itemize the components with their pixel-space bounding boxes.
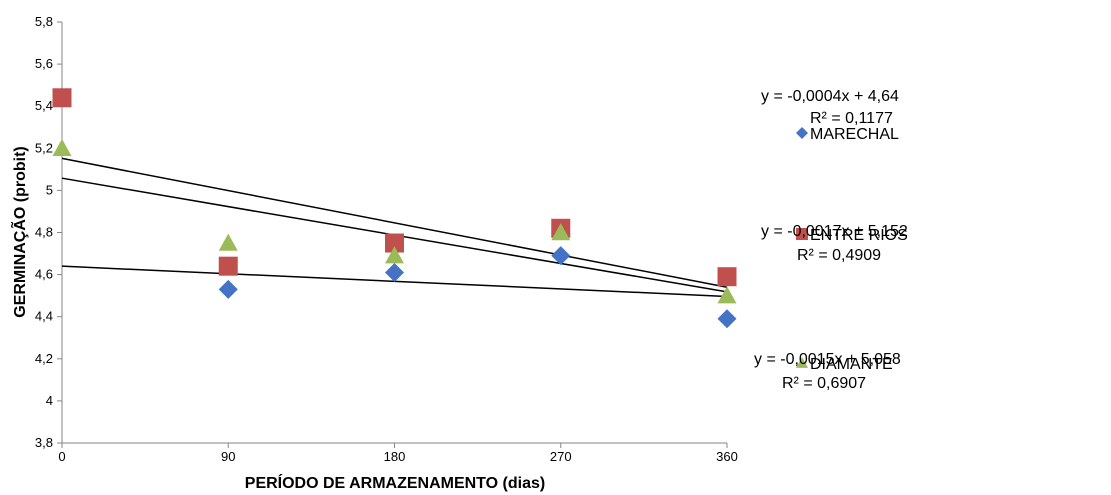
data-point xyxy=(52,138,72,156)
trendline-r2: R² = 0,1177 xyxy=(810,110,893,127)
data-point xyxy=(218,279,238,299)
y-tick-label: 5 xyxy=(46,182,53,197)
data-point xyxy=(385,246,404,264)
x-axis-ticks: 0 90 180 270 360 xyxy=(58,443,738,464)
data-point xyxy=(218,233,238,251)
y-tick-label: 5,4 xyxy=(35,98,53,113)
x-tick-label: 360 xyxy=(716,449,738,464)
legend-label: MARECHAL xyxy=(810,126,899,143)
y-tick-label: 4,4 xyxy=(35,309,53,324)
y-tick-label: 5,8 xyxy=(35,14,53,29)
legend-marker xyxy=(796,357,808,368)
data-point xyxy=(551,223,571,241)
trendline-equations: y = -0,0004x + 4,64 R² = 0,1177 y = -0,001… xyxy=(754,88,908,392)
y-axis-ticks: 3,8 4 4,2 4,4 4,6 4,8 5 5,2 5,4 5,6 5,8 xyxy=(35,14,62,450)
data-point xyxy=(551,246,571,266)
x-tick-label: 0 xyxy=(58,449,65,464)
y-tick-label: 4 xyxy=(46,393,53,408)
trendline-r2: R² = 0,6907 xyxy=(782,375,866,392)
y-tick-label: 4,8 xyxy=(35,225,53,240)
y-tick-label: 5,2 xyxy=(35,140,53,155)
data-point xyxy=(218,256,238,276)
data-point xyxy=(717,309,737,329)
trendline xyxy=(61,157,728,288)
y-axis-title: GERMINAÇÃO (probit) xyxy=(9,146,29,318)
y-tick-label: 5,6 xyxy=(35,56,53,71)
data-points xyxy=(52,88,737,329)
x-axis-title: PERÍODO DE ARMAZENAMENTO (dias) xyxy=(245,473,545,492)
y-tick-label: 4,6 xyxy=(35,267,53,282)
legend-label: DIAMANTE xyxy=(810,356,893,373)
trendline-equation: y = -0,0017x + 5,152 xyxy=(761,223,908,240)
y-tick-label: 3,8 xyxy=(35,435,53,450)
data-point xyxy=(717,286,737,304)
data-point xyxy=(385,262,404,282)
legend-label: ENTRE RIOS xyxy=(810,227,908,244)
trendline-equation: y = -0,0004x + 4,64 xyxy=(761,88,899,105)
data-point xyxy=(717,267,737,287)
x-tick-label: 90 xyxy=(221,449,235,464)
legend-marker xyxy=(796,228,808,240)
data-point xyxy=(52,88,72,108)
x-tick-label: 270 xyxy=(550,449,572,464)
trendline-r2: R² = 0,4909 xyxy=(797,247,881,264)
data-point xyxy=(385,233,404,253)
axes xyxy=(61,22,727,444)
y-tick-label: 4,2 xyxy=(35,351,53,366)
legend-marker xyxy=(796,127,808,139)
trendline-equation: y = -0,0015x + 5,058 xyxy=(754,351,901,368)
legend: MARECHAL ENTRE RIOS DIAMANTE xyxy=(796,126,908,373)
x-tick-label: 180 xyxy=(384,449,406,464)
